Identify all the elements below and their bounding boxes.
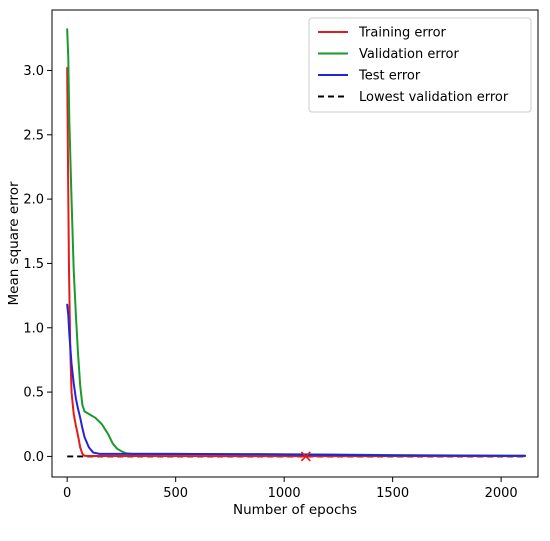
x-tick-label: 0 bbox=[63, 486, 71, 501]
y-tick-label: 0.0 bbox=[23, 450, 44, 465]
series-line-training-error bbox=[66, 66, 526, 458]
legend-entry: Test error bbox=[358, 69, 421, 84]
y-tick-label: 2.0 bbox=[23, 193, 44, 208]
x-tick-label: 2000 bbox=[485, 486, 518, 501]
ticks-group: 0 500 1000 1500 2000 0.0 0.5 1.0 1.5 2.0 2.5 3.0 bbox=[23, 64, 517, 501]
plot-frame bbox=[51, 9, 539, 478]
lowest-error-marker bbox=[300, 451, 311, 462]
legend: Training error Validation error Test error… bbox=[308, 17, 532, 113]
y-tick-label: 3.0 bbox=[23, 64, 44, 79]
series-line-test-error bbox=[66, 303, 526, 457]
legend-entry: Validation error bbox=[359, 47, 459, 62]
y-tick-label: 0.5 bbox=[23, 386, 44, 401]
x-tick-label: 500 bbox=[163, 486, 188, 501]
x-tick-label: 1000 bbox=[268, 486, 301, 501]
y-tick-label: 1.5 bbox=[23, 257, 44, 272]
x-axis-label: Number of epochs bbox=[233, 502, 357, 518]
legend-box bbox=[308, 17, 532, 113]
y-tick-label: 2.5 bbox=[23, 128, 44, 143]
y-axis-label: Mean square error bbox=[6, 181, 22, 305]
legend-entry: Lowest validation error bbox=[359, 90, 509, 105]
legend-entry: Training error bbox=[358, 26, 447, 41]
plot-group bbox=[66, 28, 526, 462]
x-tick-label: 1500 bbox=[376, 486, 409, 501]
y-tick-label: 1.0 bbox=[23, 321, 44, 336]
